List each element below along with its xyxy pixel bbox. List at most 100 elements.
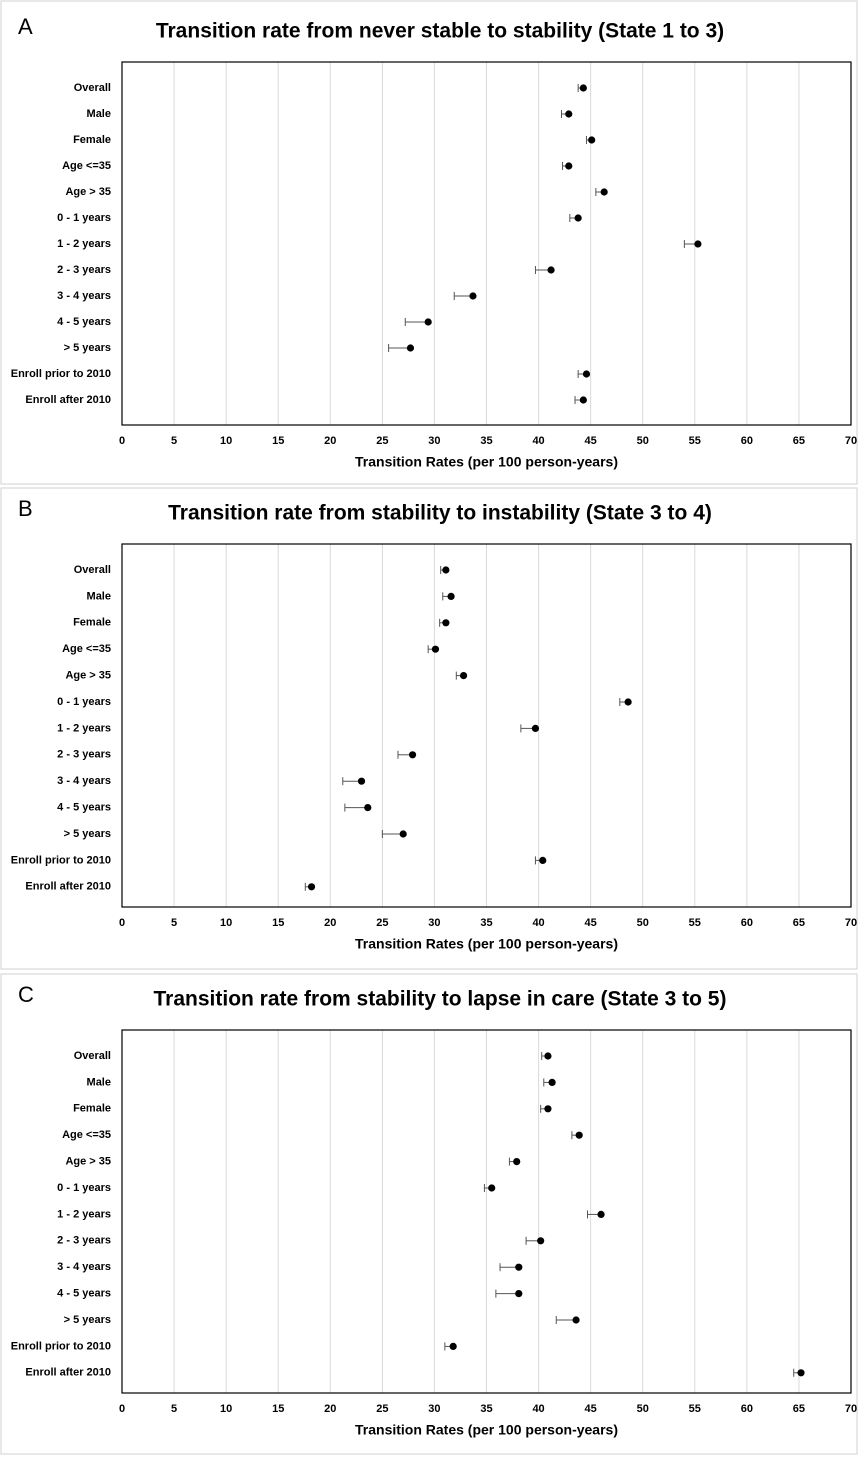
y-tick-label: 4 - 5 years <box>57 316 111 328</box>
y-tick-label: Overall <box>74 564 111 576</box>
y-tick-label: Age > 35 <box>65 1156 111 1168</box>
dot <box>469 292 477 300</box>
y-tick-label: 2 - 3 years <box>57 1235 111 1247</box>
panel <box>0 973 858 1455</box>
dot <box>488 1184 496 1192</box>
dot <box>364 804 372 812</box>
y-tick-label: > 5 years <box>64 828 111 840</box>
plot-frame <box>121 61 852 426</box>
x-tick-label: 60 <box>741 917 753 929</box>
y-tick-label: Enroll prior to 2010 <box>11 368 111 380</box>
x-tick-label: 45 <box>585 917 597 929</box>
x-tick-label: 30 <box>428 1403 440 1415</box>
dot <box>442 566 450 574</box>
dot <box>797 1369 805 1377</box>
dot <box>574 214 582 222</box>
panel <box>0 487 858 970</box>
x-tick-label: 70 <box>845 917 857 929</box>
y-tick-label: 3 - 4 years <box>57 775 111 787</box>
dot <box>307 883 316 891</box>
x-tick-label: 35 <box>480 435 492 447</box>
y-tick-label: Enroll after 2010 <box>25 394 111 406</box>
plot-frame <box>121 1029 852 1394</box>
dot <box>515 1290 523 1298</box>
x-tick-label: 10 <box>220 1403 232 1415</box>
dot <box>424 318 432 326</box>
y-tick-label: 2 - 3 years <box>57 749 111 761</box>
y-tick-label: Female <box>73 134 111 146</box>
dot <box>600 188 608 196</box>
x-tick-label: 65 <box>793 1403 805 1415</box>
dot <box>431 645 440 653</box>
x-axis-title: Transition Rates (per 100 person-years) <box>355 1422 618 1438</box>
x-tick-label: 55 <box>689 435 701 447</box>
y-tick-label: Age > 35 <box>65 186 111 198</box>
x-tick-label: 40 <box>532 435 544 447</box>
y-tick-label: 1 - 2 years <box>57 722 111 734</box>
dot <box>548 1078 556 1086</box>
dot <box>547 266 555 274</box>
y-tick-label: Age > 35 <box>65 670 111 682</box>
y-tick-label: Male <box>87 590 111 602</box>
panel-label: B <box>18 496 33 521</box>
x-tick-label: 5 <box>171 917 177 929</box>
x-tick-label: 5 <box>171 435 177 447</box>
y-tick-label: Enroll prior to 2010 <box>11 854 111 866</box>
y-tick-label: 1 - 2 years <box>57 238 111 250</box>
x-tick-label: 20 <box>324 1403 336 1415</box>
dot <box>544 1105 552 1113</box>
x-tick-label: 30 <box>428 435 440 447</box>
y-tick-label: 0 - 1 years <box>57 212 111 224</box>
dot <box>459 672 468 680</box>
dot <box>442 619 450 627</box>
dot <box>582 370 591 378</box>
x-tick-label: 10 <box>220 435 232 447</box>
x-tick-label: 45 <box>585 435 597 447</box>
x-tick-label: 15 <box>272 917 284 929</box>
x-tick-label: 60 <box>741 1403 753 1415</box>
dot <box>597 1210 605 1218</box>
x-tick-label: 70 <box>845 435 857 447</box>
dot <box>572 1316 580 1324</box>
y-tick-label: 4 - 5 years <box>57 802 111 814</box>
dot <box>408 751 417 759</box>
x-tick-label: 20 <box>324 435 336 447</box>
x-tick-label: 70 <box>845 1403 857 1415</box>
y-tick-label: > 5 years <box>64 342 111 354</box>
dot <box>449 1342 457 1350</box>
dot <box>694 240 702 248</box>
y-tick-label: Age <=35 <box>62 1129 111 1141</box>
y-tick-label: Male <box>87 108 111 120</box>
x-tick-label: 65 <box>793 917 805 929</box>
y-tick-label: Overall <box>74 1050 111 1062</box>
dot <box>544 1052 552 1060</box>
y-tick-label: 2 - 3 years <box>57 264 111 276</box>
x-tick-label: 15 <box>272 1403 284 1415</box>
x-tick-label: 40 <box>532 1403 544 1415</box>
y-tick-label: Overall <box>74 82 111 94</box>
x-axis-title: Transition Rates (per 100 person-years) <box>355 454 618 470</box>
dot <box>531 724 540 733</box>
x-tick-label: 40 <box>532 917 544 929</box>
dot <box>575 1131 583 1139</box>
x-tick-label: 55 <box>689 1403 701 1415</box>
chart-title: Transition rate from stability to instab… <box>168 502 712 525</box>
dot <box>588 136 596 144</box>
x-tick-label: 50 <box>637 435 649 447</box>
y-tick-label: 4 - 5 years <box>57 1288 111 1300</box>
x-tick-label: 25 <box>376 1403 388 1415</box>
x-tick-label: 25 <box>376 917 388 929</box>
x-tick-label: 60 <box>741 435 753 447</box>
x-tick-label: 55 <box>689 917 701 929</box>
y-tick-label: > 5 years <box>64 1314 111 1326</box>
dot <box>399 830 407 838</box>
y-tick-label: Female <box>73 617 111 629</box>
x-tick-label: 45 <box>585 1403 597 1415</box>
y-tick-label: 0 - 1 years <box>57 1182 111 1194</box>
x-tick-label: 30 <box>428 917 440 929</box>
x-axis-title: Transition Rates (per 100 person-years) <box>355 936 618 952</box>
x-tick-label: 10 <box>220 917 232 929</box>
y-tick-label: 3 - 4 years <box>57 1261 111 1273</box>
y-tick-label: Enroll after 2010 <box>25 1367 111 1379</box>
dot <box>513 1158 521 1166</box>
